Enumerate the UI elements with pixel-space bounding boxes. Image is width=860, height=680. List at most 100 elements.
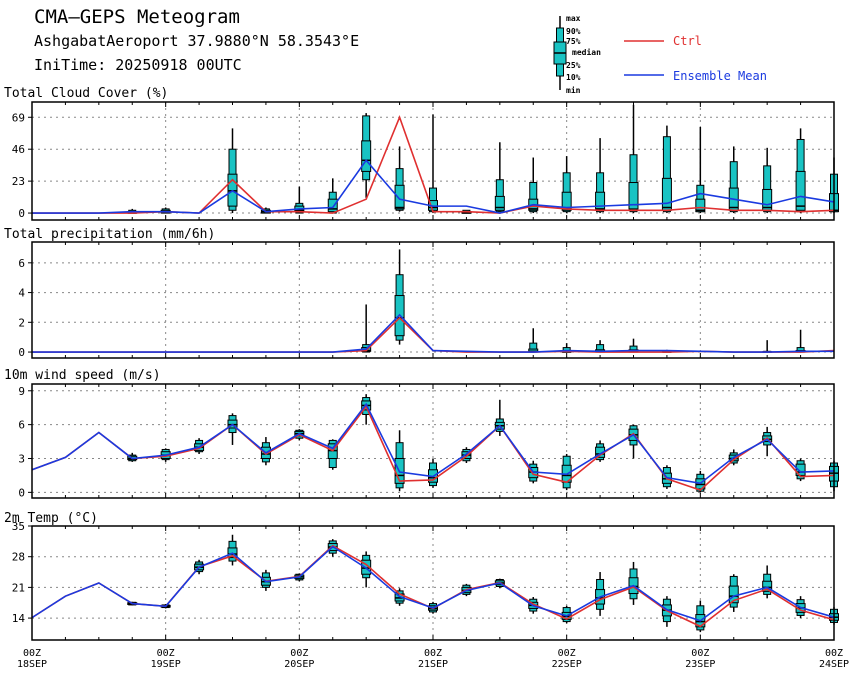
y-tick-label: 0 <box>18 486 25 499</box>
panel-1: Total precipitation (mm/6h) 0 2 4 6 <box>4 227 835 359</box>
y-tick-label: 4 <box>18 287 25 300</box>
box-10-90 <box>495 179 504 213</box>
legend-ctrl-label: Ctrl <box>673 34 702 48</box>
ensemble-box <box>728 146 739 214</box>
x-label-date: 23SEP <box>685 659 715 670</box>
legend-box-label: min <box>566 85 581 95</box>
x-label-date: 24SEP <box>819 659 849 670</box>
panel-frame <box>31 525 835 641</box>
ensemble-box <box>595 138 606 214</box>
x-label-hour: 00Z <box>157 648 175 659</box>
ensemble-box <box>695 126 706 214</box>
box-10-90 <box>529 182 538 213</box>
ensemble-mean-line <box>32 159 835 214</box>
ensemble-box <box>795 329 806 353</box>
x-label-hour: 00Z <box>23 648 41 659</box>
panel-frame <box>31 101 835 221</box>
legend: max 90%75%median 25% 10% min Ctrl Ensemble Mea… <box>553 14 767 95</box>
legend-mean-label: Ensemble Mean <box>673 69 767 83</box>
y-tick-label: 28 <box>12 551 25 564</box>
panel-0: Total Cloud Cover (%) 0 23 46 69 <box>4 86 839 221</box>
box-25-75 <box>628 182 639 210</box>
ensemble-box <box>762 565 773 599</box>
legend-box-label: max <box>566 14 581 23</box>
ensemble-box <box>728 574 739 612</box>
box-25-75 <box>762 580 773 592</box>
y-tick-label: 6 <box>18 419 25 432</box>
ensemble-box <box>795 128 806 214</box>
x-label-hour: 00Z <box>290 648 308 659</box>
panel-frame <box>31 383 835 499</box>
legend-box-label: 75% <box>566 37 581 46</box>
panel-2: 10m wind speed (m/s) 0 3 6 9 <box>4 368 839 499</box>
ensemble-mean-line <box>32 313 834 353</box>
x-label-hour: 00Z <box>424 648 442 659</box>
box-25-75 <box>561 191 572 211</box>
x-label-date: 22SEP <box>552 659 582 670</box>
panel-title: 2m Temp (°C) <box>4 511 98 526</box>
ensemble-box <box>762 147 773 214</box>
box-25-75 <box>361 140 372 172</box>
x-label-hour: 00Z <box>691 648 709 659</box>
box-25-75 <box>695 198 706 213</box>
ensemble-box <box>227 534 238 566</box>
ensemble-box <box>361 113 372 198</box>
box-25-75 <box>494 195 505 211</box>
ctrl-line <box>31 405 835 492</box>
ensemble-box <box>361 551 372 588</box>
ensemble-box <box>227 413 238 445</box>
ensemble-box <box>394 249 405 345</box>
ensemble-mean-line <box>31 545 835 622</box>
legend-box-label: 25% <box>566 61 581 70</box>
box-10-90 <box>763 165 772 213</box>
ensemble-mean-line <box>31 402 835 485</box>
init-time: IniTime: 20250918 00UTC <box>34 56 242 74</box>
y-tick-label: 2 <box>18 316 25 329</box>
ctrl-line <box>32 316 835 353</box>
ensemble-box <box>595 340 606 353</box>
ensemble-box <box>661 125 672 214</box>
ensemble-box <box>762 340 773 353</box>
panel-3: 2m Temp (°C) 14 21 28 35 <box>4 511 839 641</box>
box-25-75 <box>795 170 806 211</box>
legend-box-label: median <box>572 47 601 57</box>
x-label-hour: 00Z <box>558 648 576 659</box>
box-25-75 <box>661 177 672 211</box>
y-tick-label: 3 <box>18 452 25 465</box>
box-10-90 <box>729 161 738 213</box>
x-label-date: 21SEP <box>418 659 448 670</box>
ensemble-box <box>695 600 706 633</box>
legend-box-label: 10% <box>566 73 581 82</box>
x-label-date: 20SEP <box>284 659 314 670</box>
ensemble-box <box>628 104 639 214</box>
page-title: CMA—GEPS Meteogram <box>34 6 240 28</box>
x-label-date: 18SEP <box>17 659 47 670</box>
ensemble-box <box>628 424 639 459</box>
legend-box-label: 90% <box>566 27 581 36</box>
y-tick-label: 35 <box>12 520 25 533</box>
y-tick-label: 46 <box>12 143 25 156</box>
ensemble-box <box>227 128 238 214</box>
y-tick-label: 21 <box>12 581 25 594</box>
ensemble-box <box>528 328 539 353</box>
y-tick-label: 9 <box>18 385 25 398</box>
ensemble-box <box>394 430 405 492</box>
ensemble-box <box>461 447 472 464</box>
panel-title: 10m wind speed (m/s) <box>4 368 161 383</box>
ensemble-box <box>428 114 438 214</box>
y-tick-label: 23 <box>12 175 25 188</box>
panel-frame <box>31 241 835 359</box>
ensemble-box <box>428 458 438 488</box>
ensemble-box <box>127 452 138 462</box>
ensemble-box <box>494 142 505 213</box>
y-tick-label: 0 <box>18 207 25 220</box>
box-25-75 <box>394 184 405 210</box>
y-tick-label: 6 <box>18 257 25 270</box>
panel-title: Total Cloud Cover (%) <box>4 86 168 101</box>
box-25-75 <box>327 198 338 213</box>
y-tick-label: 69 <box>12 111 25 124</box>
box-10-90 <box>662 136 671 213</box>
ensemble-box <box>595 572 606 616</box>
ensemble-box <box>561 156 572 214</box>
